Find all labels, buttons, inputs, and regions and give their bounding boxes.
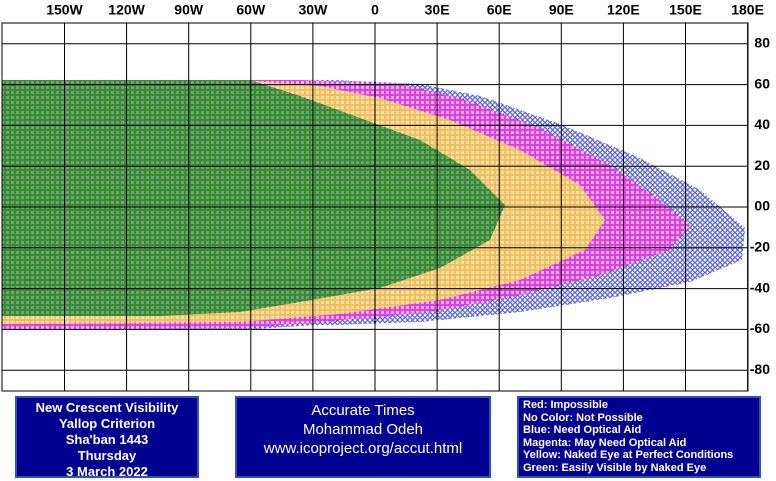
longitude-label: 120W [108, 2, 145, 18]
credit-line: www.icoproject.org/accut.html [263, 440, 463, 457]
latitude-label: -80 [750, 361, 770, 377]
info-line: 3 March 2022 [66, 464, 148, 479]
legend-entry: Magenta: May Need Optical Aid [523, 436, 687, 449]
latitude-label: 00 [754, 198, 770, 214]
info-box: New Crescent Visibility Yallop Criterion S… [15, 396, 199, 479]
info-line: New Crescent Visibility [35, 400, 179, 415]
longitude-label: 90W [174, 2, 204, 18]
legend-entry: Red: Impossible [523, 399, 608, 411]
latitude-label: -20 [750, 239, 770, 255]
longitude-label: 150E [669, 2, 702, 18]
graticule [2, 23, 749, 391]
longitude-label: 0 [371, 2, 379, 18]
latitude-label: 40 [754, 116, 770, 132]
longitude-label: 30W [299, 2, 329, 18]
legend-box: Red: Impossible No Color: Not Possible Blu… [517, 396, 761, 478]
info-line: Sha'ban 1443 [65, 432, 149, 447]
map: 150W 120W 90W 60W 30W 0 30E 60E 90E 120E 150E 180E 8… [1, 2, 770, 392]
longitude-label: 60E [487, 2, 512, 18]
legend-entry: Blue: Need Optical Aid [523, 424, 642, 436]
longitude-label: 90E [549, 2, 574, 18]
zone-green [2, 80, 505, 316]
latitude-label: 20 [754, 157, 770, 173]
longitude-label: 120E [607, 2, 640, 18]
latitude-label: 80 [754, 35, 770, 51]
visibility-zones [2, 80, 745, 330]
longitude-label: 180E [731, 2, 764, 18]
legend-entry: No Color: Not Possible [523, 411, 643, 424]
credits-box: Accurate Times Mohammad Odeh www.icoprojec… [235, 396, 491, 478]
latitude-label: 60 [754, 75, 770, 91]
legend-entry: Yellow: Naked Eye at Perfect Conditions [523, 449, 734, 461]
info-line: Yallop Criterion [58, 416, 156, 431]
longitude-label: 30E [425, 2, 450, 18]
longitude-label: 150W [46, 2, 83, 18]
legend-entry: Green: Easily Visible by Naked Eye [523, 461, 707, 474]
latitude-label: -60 [750, 320, 770, 336]
info-line: Thursday [77, 448, 137, 463]
credit-line: Accurate Times [311, 402, 415, 419]
credit-line: Mohammad Odeh [302, 421, 424, 438]
longitude-label: 60W [236, 2, 266, 18]
latitude-label: -40 [750, 279, 770, 295]
